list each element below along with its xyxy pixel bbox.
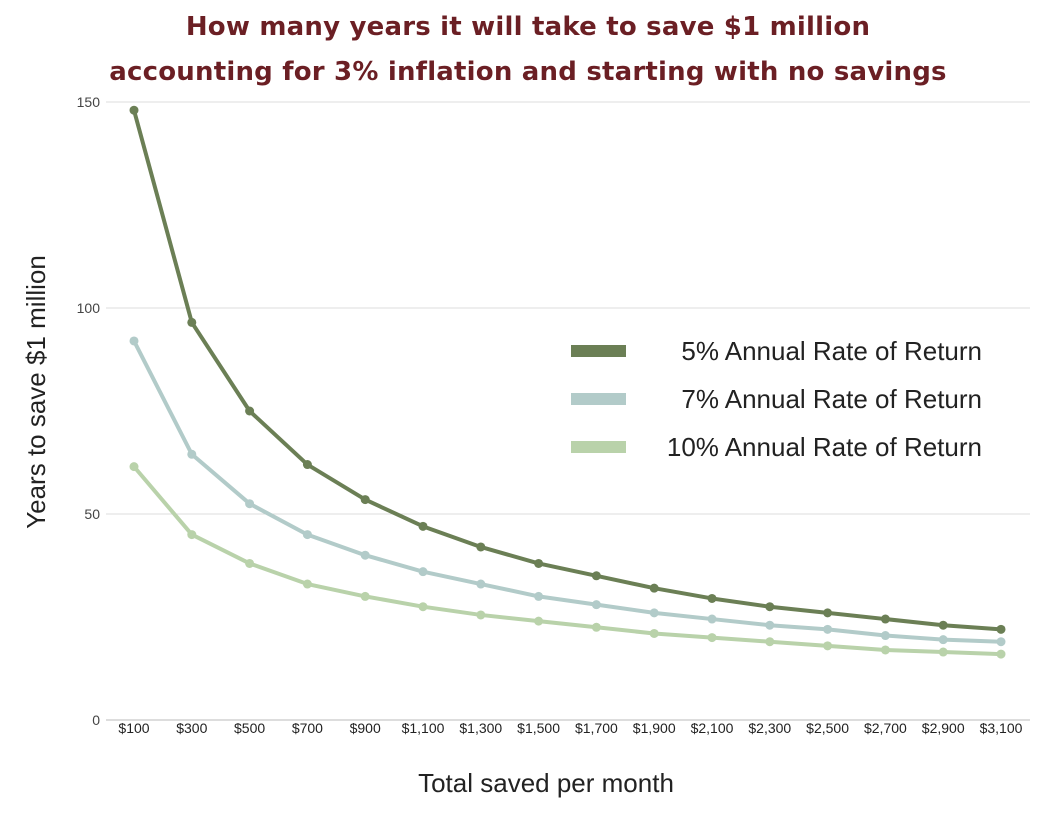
data-point — [823, 641, 833, 651]
x-tick-label: $2,100 — [691, 720, 734, 736]
data-point — [649, 608, 659, 618]
x-tick-label: $2,900 — [922, 720, 965, 736]
x-tick-label: $3,100 — [980, 720, 1023, 736]
data-point — [823, 624, 833, 634]
data-point — [476, 542, 486, 552]
data-point — [591, 622, 601, 632]
x-tick-label: $500 — [234, 720, 265, 736]
data-point — [823, 608, 833, 618]
data-point — [476, 579, 486, 589]
gridlines — [106, 101, 1030, 721]
data-point — [591, 600, 601, 610]
x-axis-ticks: $100 $300 $500 $700 $900 $1,100 $1,300 $1,500 $1… — [118, 720, 1022, 736]
data-point — [360, 591, 370, 601]
series-line — [132, 338, 1003, 644]
data-point — [880, 645, 890, 655]
data-point — [129, 336, 139, 346]
data-point — [476, 610, 486, 620]
data-point — [707, 593, 717, 603]
data-point — [302, 579, 312, 589]
data-point — [765, 620, 775, 630]
data-point — [187, 317, 197, 327]
series-lines — [129, 105, 1006, 659]
data-point — [129, 105, 139, 115]
data-point — [418, 602, 428, 612]
data-point — [534, 616, 544, 626]
data-point — [534, 591, 544, 601]
x-axis-label: Total saved per month — [418, 768, 674, 798]
legend-label: 10% Annual Rate of Return — [667, 432, 982, 462]
x-tick-label: $2,500 — [806, 720, 849, 736]
y-tick-label: 150 — [77, 94, 101, 110]
legend-label: 7% Annual Rate of Return — [681, 384, 982, 414]
data-point — [360, 495, 370, 505]
x-tick-label: $1,100 — [402, 720, 445, 736]
data-point — [938, 647, 948, 657]
x-tick-label: $300 — [176, 720, 207, 736]
x-tick-label: $1,500 — [517, 720, 560, 736]
data-point — [880, 614, 890, 624]
data-point — [880, 631, 890, 641]
chart-title-line-1: How many years it will take to save $1 m… — [185, 12, 871, 42]
data-point — [996, 624, 1006, 634]
data-point — [418, 567, 428, 577]
series-group — [129, 105, 1006, 634]
data-point — [765, 602, 775, 612]
data-point — [245, 558, 255, 568]
data-point — [129, 462, 139, 472]
data-point — [996, 637, 1006, 647]
legend-label: 5% Annual Rate of Return — [681, 336, 982, 366]
x-tick-label: $100 — [118, 720, 149, 736]
x-tick-label: $1,900 — [633, 720, 676, 736]
y-tick-label: 50 — [84, 506, 100, 522]
data-point — [649, 628, 659, 638]
data-point — [938, 635, 948, 645]
data-point — [245, 499, 255, 509]
legend-swatch — [571, 345, 626, 357]
y-tick-label: 100 — [77, 300, 101, 316]
legend-swatch — [571, 441, 626, 453]
legend: 5% Annual Rate of Return 7% Annual Rate o… — [571, 336, 982, 462]
chart-title-line-2: accounting for 3% inflation and starting… — [109, 57, 947, 87]
data-point — [707, 633, 717, 643]
x-tick-label: $1,300 — [459, 720, 502, 736]
data-point — [591, 571, 601, 581]
legend-swatch — [571, 393, 626, 405]
data-point — [302, 460, 312, 470]
x-tick-label: $1,700 — [575, 720, 618, 736]
data-point — [245, 406, 255, 416]
x-tick-label: $900 — [350, 720, 381, 736]
x-tick-label: $700 — [292, 720, 323, 736]
series-group — [129, 336, 1006, 647]
data-point — [938, 620, 948, 630]
x-tick-label: $2,300 — [748, 720, 791, 736]
series-group — [129, 462, 1006, 659]
x-tick-label: $2,700 — [864, 720, 907, 736]
data-point — [360, 550, 370, 560]
y-axis-ticks: 0 50 100 150 — [77, 94, 101, 728]
series-line — [132, 108, 1003, 632]
series-line — [132, 464, 1003, 657]
data-point — [187, 449, 197, 459]
data-point — [765, 637, 775, 647]
y-axis-label: Years to save $1 million — [21, 255, 51, 529]
data-point — [187, 530, 197, 540]
data-point — [707, 614, 717, 624]
data-point — [996, 649, 1006, 659]
data-point — [649, 583, 659, 593]
data-point — [534, 558, 544, 568]
y-tick-label: 0 — [92, 712, 100, 728]
data-point — [302, 530, 312, 540]
data-point — [418, 521, 428, 531]
